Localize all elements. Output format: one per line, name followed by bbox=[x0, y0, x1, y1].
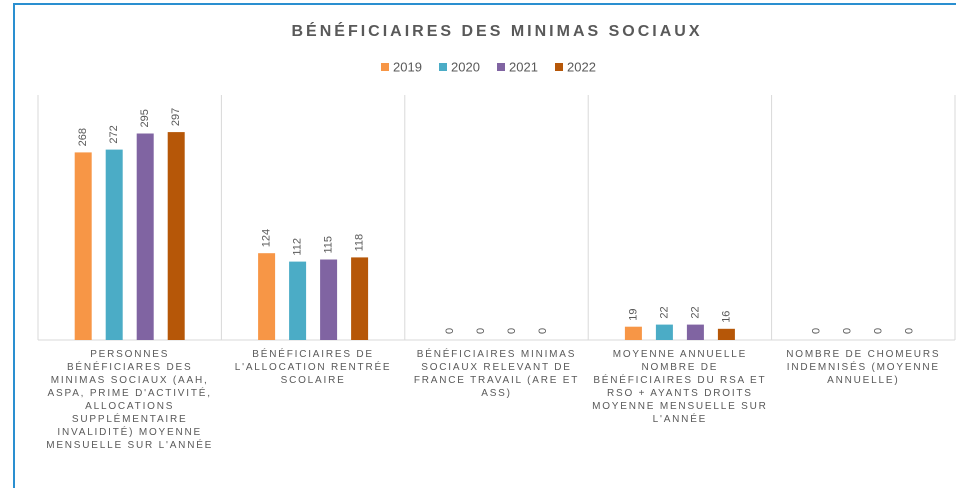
x-tick-label: MOYENNE ANNUELLE NOMBRE DE BÉNÉFICIAIRES… bbox=[592, 349, 768, 425]
value-label: 0 bbox=[537, 328, 549, 334]
bar bbox=[136, 133, 154, 340]
bar bbox=[105, 149, 123, 340]
bar bbox=[686, 324, 704, 340]
value-label: 0 bbox=[811, 328, 823, 334]
bar bbox=[320, 259, 338, 340]
value-label: 0 bbox=[475, 328, 487, 334]
x-tick-label: BÉNÉFICIAIRES MINIMAS SOCIAUX RELEVANT D… bbox=[413, 349, 580, 399]
value-label: 295 bbox=[139, 109, 151, 127]
bar bbox=[258, 253, 276, 340]
value-label: 297 bbox=[170, 108, 182, 126]
legend-label: 2019 bbox=[393, 59, 422, 74]
chart-title: BÉNÉFICIAIRES DES MINIMAS SOCIAUX bbox=[291, 21, 702, 40]
bar bbox=[74, 152, 92, 340]
value-label: 0 bbox=[444, 328, 456, 334]
x-tick-label: BÉNÉFICIAIRES DE L'ALLOCATION RENTRÉE SC… bbox=[234, 349, 392, 386]
value-label: 268 bbox=[77, 128, 89, 146]
value-label: 16 bbox=[720, 311, 732, 323]
bar bbox=[167, 132, 185, 340]
bar bbox=[624, 326, 642, 340]
value-label: 124 bbox=[261, 229, 273, 247]
value-label: 0 bbox=[873, 328, 885, 334]
legend-label: 2022 bbox=[567, 59, 596, 74]
bar bbox=[655, 324, 673, 340]
value-label: 115 bbox=[323, 236, 335, 254]
bar bbox=[717, 328, 735, 340]
value-label: 112 bbox=[292, 238, 304, 256]
legend-swatch bbox=[381, 63, 389, 71]
value-label: 272 bbox=[108, 125, 120, 143]
bar bbox=[289, 261, 307, 340]
legend-swatch bbox=[497, 63, 505, 71]
legend-swatch bbox=[439, 63, 447, 71]
legend-label: 2020 bbox=[451, 59, 480, 74]
value-label: 22 bbox=[658, 306, 670, 318]
legend-label: 2021 bbox=[509, 59, 538, 74]
value-label: 19 bbox=[627, 308, 639, 320]
value-label: 118 bbox=[354, 234, 366, 252]
x-tick-label: PERSONNES BÉNÉFICIARES DES MINIMAS SOCIA… bbox=[46, 349, 214, 451]
frame bbox=[13, 3, 956, 488]
value-label: 0 bbox=[842, 328, 854, 334]
bar bbox=[351, 257, 369, 340]
value-label: 22 bbox=[689, 306, 701, 318]
legend-swatch bbox=[555, 63, 563, 71]
value-label: 0 bbox=[904, 328, 916, 334]
value-label: 0 bbox=[506, 328, 518, 334]
x-tick-label: NOMBRE DE CHOMEURS INDEMNISÉS (MOYENNE A… bbox=[786, 349, 941, 386]
